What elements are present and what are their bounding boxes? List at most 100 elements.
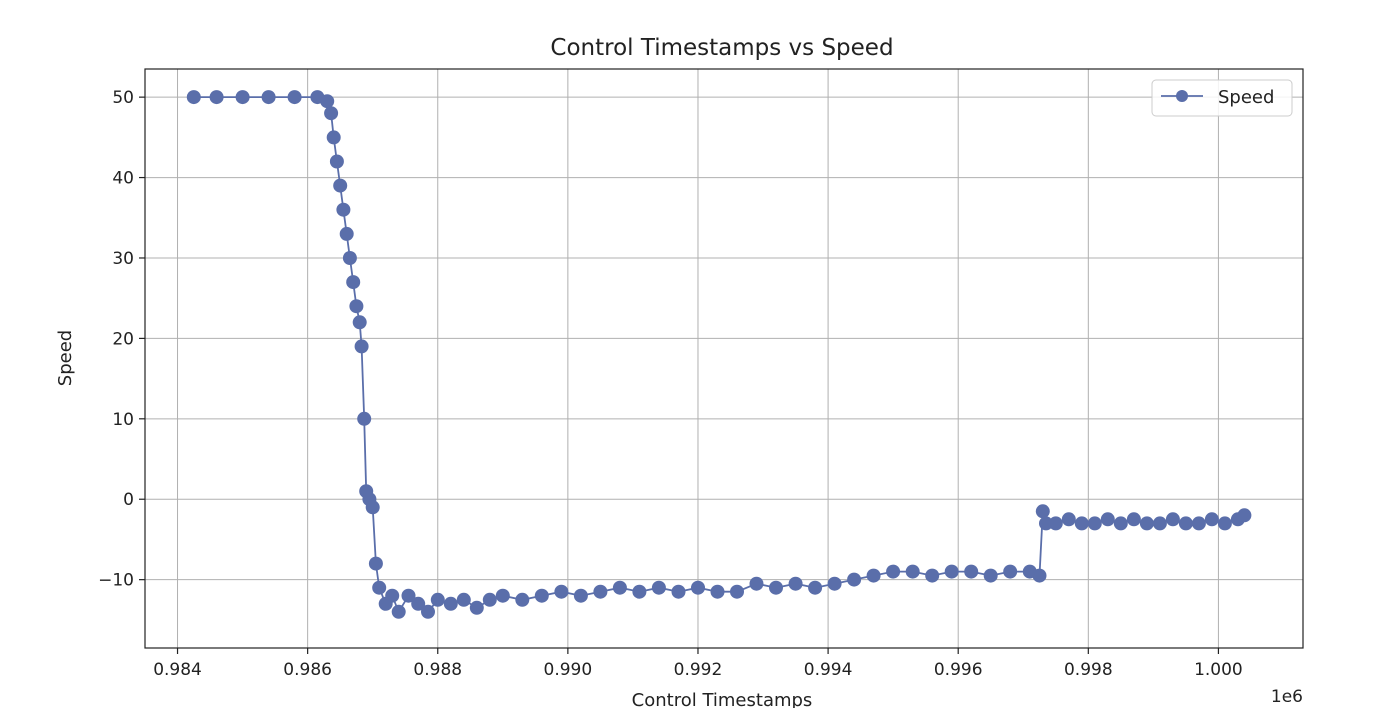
data-point bbox=[808, 580, 823, 595]
data-point bbox=[788, 576, 803, 591]
legend-label-speed: Speed bbox=[1218, 87, 1274, 108]
data-point bbox=[964, 564, 979, 579]
x-tick-label: 0.990 bbox=[544, 660, 593, 680]
data-point bbox=[573, 588, 588, 603]
data-point bbox=[1217, 516, 1232, 531]
x-tick-label: 0.994 bbox=[804, 660, 853, 680]
data-point bbox=[411, 596, 426, 611]
data-point bbox=[326, 130, 341, 145]
data-point bbox=[1152, 516, 1167, 531]
data-point bbox=[1074, 516, 1089, 531]
data-point bbox=[534, 588, 549, 603]
data-point bbox=[944, 564, 959, 579]
data-point bbox=[671, 584, 686, 599]
x-tick-label: 1.000 bbox=[1194, 660, 1243, 680]
data-point bbox=[342, 251, 357, 265]
data-point bbox=[354, 339, 369, 354]
data-point bbox=[847, 572, 862, 587]
y-tick-label: 10 bbox=[112, 410, 134, 430]
data-point bbox=[365, 500, 380, 515]
data-point bbox=[261, 90, 276, 105]
data-point bbox=[749, 576, 764, 591]
data-point bbox=[1003, 564, 1018, 579]
data-point bbox=[1039, 516, 1053, 531]
data-point bbox=[333, 178, 348, 193]
data-point bbox=[632, 584, 647, 599]
data-point bbox=[329, 154, 344, 169]
data-point bbox=[352, 315, 367, 330]
data-point bbox=[372, 580, 387, 595]
data-point bbox=[346, 275, 361, 290]
x-tick-label: 0.988 bbox=[413, 660, 462, 680]
y-tick-label: −10 bbox=[98, 571, 134, 591]
data-point bbox=[349, 299, 364, 314]
data-point bbox=[1126, 512, 1141, 527]
x-tick-label: 0.986 bbox=[283, 660, 332, 680]
data-point bbox=[593, 584, 608, 599]
x-axis-title: Control Timestamps bbox=[632, 690, 813, 708]
data-point bbox=[691, 580, 705, 595]
data-point bbox=[336, 202, 351, 217]
data-point bbox=[186, 90, 201, 105]
data-point bbox=[430, 592, 445, 607]
data-point bbox=[1178, 516, 1193, 531]
data-point bbox=[651, 580, 666, 595]
series-layer bbox=[186, 90, 1252, 619]
data-point bbox=[1087, 516, 1102, 531]
data-point bbox=[1204, 512, 1219, 527]
data-point bbox=[710, 584, 725, 599]
data-point bbox=[1035, 504, 1050, 519]
data-point bbox=[235, 90, 250, 105]
grid bbox=[145, 69, 1303, 648]
data-point bbox=[324, 106, 339, 121]
data-point bbox=[469, 600, 484, 615]
x-tick-label: 0.992 bbox=[674, 660, 723, 680]
x-tick-label: 0.984 bbox=[153, 660, 202, 680]
data-point bbox=[320, 94, 335, 109]
data-point bbox=[287, 90, 302, 105]
legend-marker-swatch bbox=[1176, 90, 1188, 102]
data-point bbox=[456, 592, 471, 607]
y-tick-label: 0 bbox=[123, 490, 134, 510]
plot-frame bbox=[144, 68, 1304, 649]
data-point bbox=[1113, 516, 1128, 531]
data-point bbox=[385, 588, 400, 603]
data-point bbox=[925, 568, 940, 583]
data-point bbox=[401, 588, 416, 603]
x-axis-offset-text: 1e6 bbox=[1271, 687, 1303, 707]
data-point bbox=[1061, 512, 1076, 527]
y-axis-title: Speed bbox=[55, 330, 76, 386]
data-point bbox=[1048, 516, 1063, 531]
data-point bbox=[515, 592, 530, 607]
data-point bbox=[1139, 516, 1154, 531]
data-point bbox=[983, 568, 998, 583]
data-point bbox=[391, 604, 406, 619]
data-point bbox=[866, 568, 881, 583]
y-tick-label: 40 bbox=[112, 169, 134, 189]
y-tick-label: 50 bbox=[112, 88, 134, 108]
data-point bbox=[482, 592, 497, 607]
data-point bbox=[209, 90, 224, 105]
data-point bbox=[886, 564, 901, 579]
ticks: 0.984 0.986 0.988 0.990 0.992 0.994 0.996 0.998… bbox=[98, 88, 1243, 680]
x-tick-label: 0.996 bbox=[934, 660, 983, 680]
data-point bbox=[1100, 512, 1115, 527]
y-tick-label: 20 bbox=[112, 329, 134, 349]
data-point bbox=[769, 580, 783, 595]
chart-title: Control Timestamps vs Speed bbox=[550, 35, 893, 61]
data-point bbox=[554, 584, 569, 599]
data-point bbox=[1237, 508, 1252, 523]
data-point bbox=[1165, 512, 1180, 527]
legend-box bbox=[1151, 79, 1293, 117]
x-tick-label: 0.998 bbox=[1064, 660, 1113, 680]
data-point bbox=[730, 584, 744, 599]
legend: Speed bbox=[1151, 79, 1293, 117]
data-point bbox=[1032, 568, 1047, 583]
y-tick-label: 30 bbox=[112, 249, 134, 269]
data-point bbox=[368, 556, 383, 571]
data-point bbox=[339, 226, 354, 241]
data-point bbox=[495, 588, 510, 603]
data-point bbox=[905, 564, 920, 579]
data-point bbox=[612, 580, 627, 595]
